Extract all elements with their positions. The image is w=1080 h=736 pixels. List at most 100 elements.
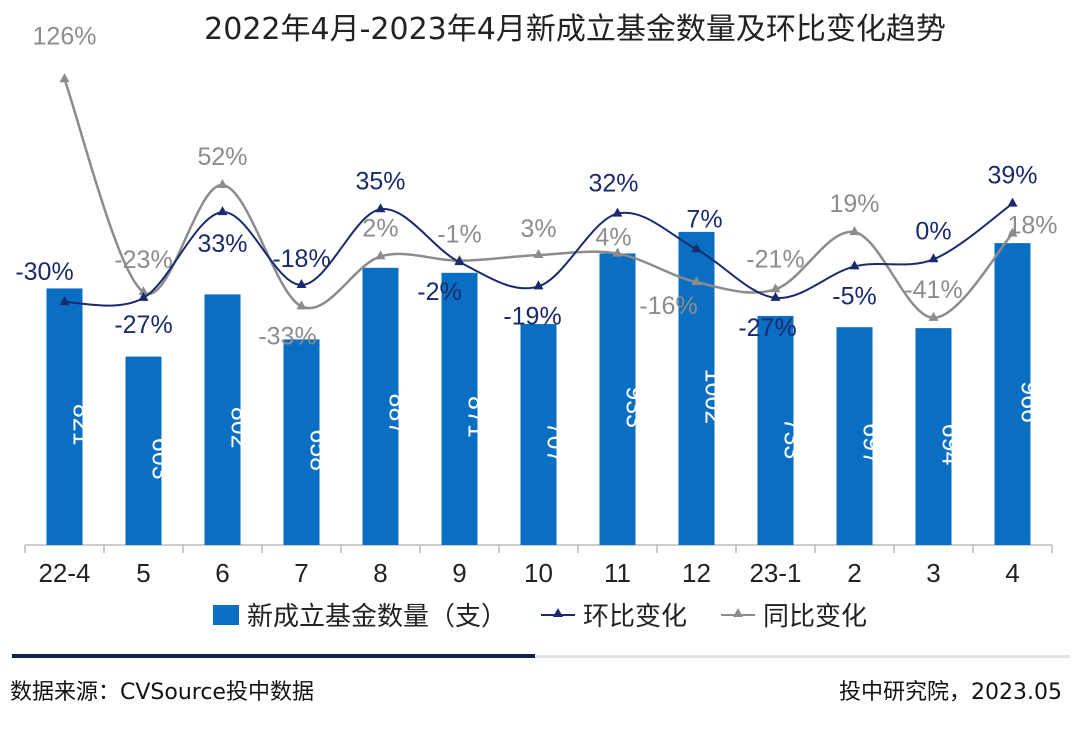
line-data-label: 19% [829,190,879,218]
x-tick-label: 8 [373,558,387,588]
line-data-label: 52% [197,143,247,171]
line-marker-triangle [928,311,939,321]
line-data-label: 4% [595,224,631,252]
x-tick-label: 10 [524,558,553,588]
bar [283,339,320,545]
legend-line-triangle-icon [721,607,755,617]
bar-value-label: 802 [226,407,254,449]
bar-value-label: 707 [542,422,570,464]
legend-item-yoy: 同比变化 [721,596,867,633]
line-marker-triangle [454,256,465,266]
line-data-label: 32% [588,170,638,198]
line-data-label: -1% [437,221,481,249]
line-marker-triangle [1007,197,1018,207]
bar-value-label: 1002 [700,369,728,425]
legend-label-bars: 新成立基金数量（支） [246,602,507,632]
line-marker-triangle [217,206,228,216]
chart-plot: 22-4 5 6 7 8 9 10 11 12 23-1 2 3 4 821 603 802 658 887 871… [15,22,1057,588]
line-marker-triangle [138,291,149,301]
line-marker-triangle [770,291,781,301]
legend-label-yoy: 同比变化 [763,602,868,632]
line-data-label: 0% [915,217,951,245]
bar-value-label: 733 [779,418,807,460]
line-marker-triangle [849,260,860,270]
bar-value-label: 694 [937,424,965,466]
line-data-label: -5% [832,282,876,310]
data-source: 数据来源：CVSource投中数据 [10,680,314,705]
line-marker-triangle [928,253,939,263]
line-data-label: -16% [639,292,697,320]
line-data-label: 3% [520,215,556,243]
x-tick-label: 3 [926,558,940,588]
bar-value-label: 933 [621,386,649,428]
line-data-label: -19% [503,302,561,330]
bar [994,243,1031,545]
line-marker-triangle [612,207,623,217]
line-data-label: 39% [987,162,1037,190]
bar [836,327,873,545]
line-marker-triangle [375,250,386,260]
bar-value-label: 887 [384,394,412,436]
chart-title: 2022年4月-2023年4月新成立基金数量及环比变化趋势 [204,12,946,47]
x-tick-label: 2 [847,558,861,588]
line-data-label: 18% [1007,212,1057,240]
line-marker-triangle [296,279,307,288]
line-data-label: 33% [197,230,247,258]
x-tick-label: 22-4 [38,558,90,588]
legend-item-mom: 环比变化 [540,596,687,633]
line-data-label: 7% [686,205,722,233]
line-marker-triangle [375,203,386,213]
line-marker-triangle [691,243,702,253]
line-marker-triangle [138,286,149,296]
line-marker-triangle [612,247,623,257]
line-data-label: -27% [114,311,172,339]
line-data-label: -41% [904,276,962,304]
line-data-label: -33% [258,322,316,350]
line-marker-triangle [59,73,70,83]
bar-value-label: 658 [305,429,333,471]
bar-value-label: 821 [68,404,96,446]
bar [757,315,794,545]
line-marker-triangle [770,283,781,293]
bar [46,288,83,545]
line-marker-triangle [533,249,544,258]
x-tick-label: 6 [215,558,229,588]
bar [599,253,636,545]
line-data-label: -2% [417,278,461,306]
line-marker-triangle [59,296,70,306]
bar [520,324,557,545]
line-marker-triangle [1007,227,1018,237]
bar-value-label: 871 [463,396,491,438]
bar [915,328,952,545]
legend: 新成立基金数量（支） 环比变化 同比变化 [0,596,1080,633]
x-tick-label: 5 [136,558,150,588]
line-data-label: -27% [738,314,796,342]
legend-item-bars: 新成立基金数量（支） [212,596,507,633]
line-data-label: -30% [15,258,73,286]
footer-rule-light [535,655,1070,658]
line-marker-triangle [217,179,228,188]
footer-rule-dark [12,654,535,658]
legend-line-triangle-icon [540,607,575,617]
bar-value-label: 966 [1016,381,1044,423]
publisher-date: 投中研究院，2023.05 [839,680,1062,705]
line-data-label: 35% [355,167,405,195]
line-data-label: -23% [114,246,172,274]
line-data-label: -21% [746,245,804,273]
bar-value-label: 603 [147,438,175,480]
bar [441,272,478,545]
line-marker-triangle [533,280,544,290]
line-marker-triangle [691,276,702,286]
bar-value-label: 697 [858,423,886,465]
bar [204,294,241,545]
bar [362,267,399,545]
x-tick-label: 4 [1005,558,1019,588]
line-data-label: -18% [272,245,330,273]
legend-swatch-bar [212,604,239,625]
x-tick-label: 12 [682,558,711,588]
legend-label-mom: 环比变化 [582,602,687,632]
line-data-label: 126% [33,22,97,50]
line-marker-triangle [849,226,860,236]
line-data-label: 2% [362,214,398,242]
x-tick-label: 11 [604,558,631,588]
